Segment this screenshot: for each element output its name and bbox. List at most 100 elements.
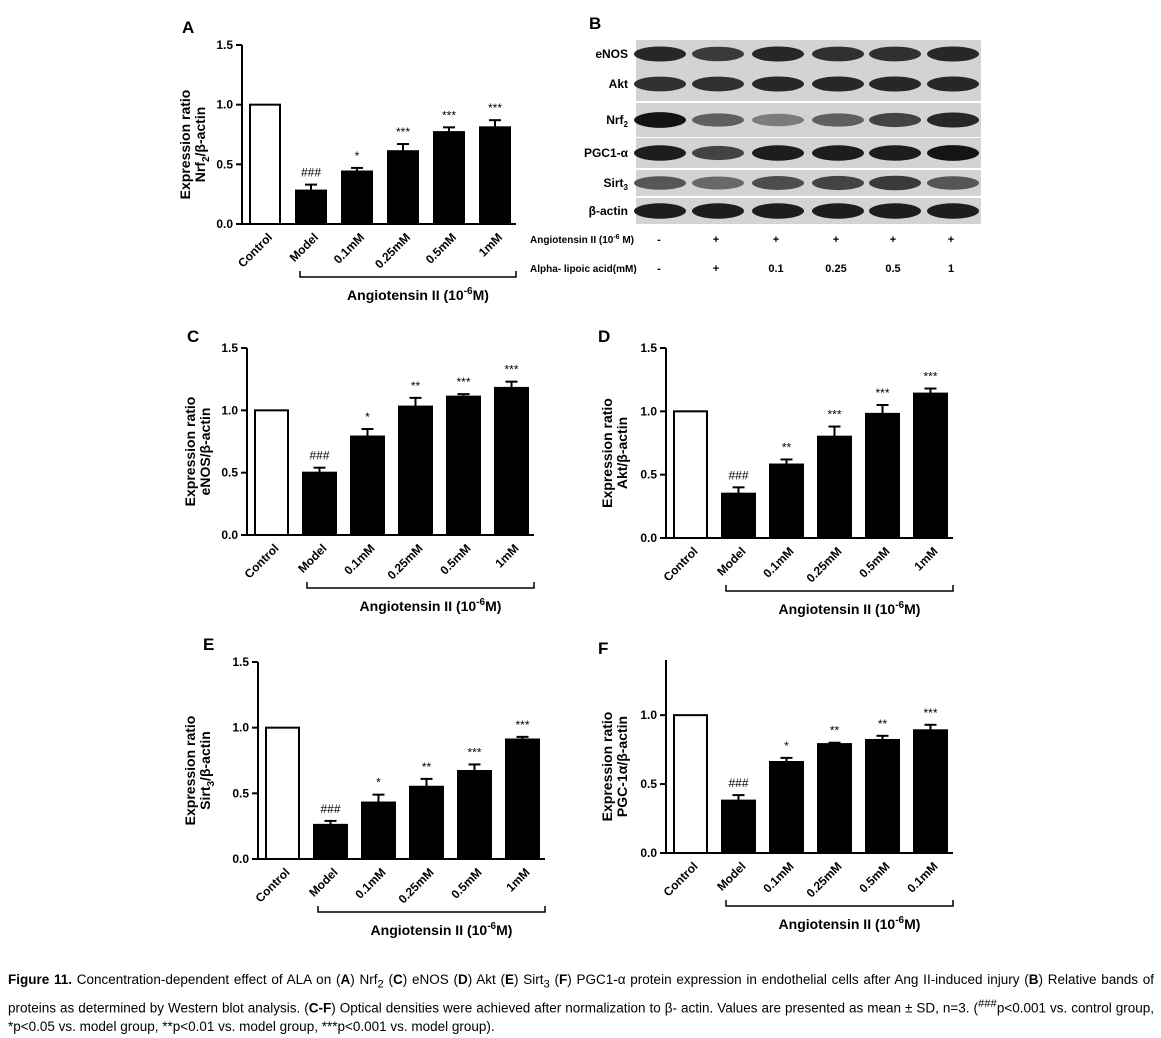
- y-axis-title-tail: /β-actin: [197, 731, 213, 781]
- significance-label: ###: [309, 449, 329, 463]
- treatment-value: 1: [948, 263, 954, 275]
- x-category-label: 0.1mM: [904, 859, 940, 895]
- group-bracket: [725, 900, 954, 907]
- x-category-label: 0.5mM: [856, 544, 892, 580]
- blot-band: [634, 76, 686, 92]
- significance-label: ***: [504, 363, 518, 377]
- x-category-label: 0.1mM: [331, 230, 367, 266]
- x-category-label: Control: [661, 859, 701, 899]
- bar: [457, 770, 492, 860]
- blot-band: [869, 112, 921, 128]
- treatment-value: 0.5: [885, 263, 900, 275]
- significance-label: ***: [488, 101, 502, 115]
- treatment-value: +: [948, 234, 954, 246]
- y-tick-label: 1.5: [216, 38, 233, 52]
- y-tick-label: 0.0: [221, 528, 238, 542]
- x-category-label: 0.1mM: [341, 541, 377, 577]
- bar: [433, 131, 465, 225]
- significance-label: **: [411, 379, 421, 393]
- blot-band: [869, 175, 921, 191]
- significance-label: **: [782, 440, 792, 454]
- x-category-label: 0.25mM: [804, 544, 845, 585]
- x-category-label: 0.25mM: [804, 859, 845, 900]
- y-axis-title-tail: /β-actin: [192, 107, 208, 157]
- significance-label: *: [784, 739, 789, 753]
- bar: [769, 761, 804, 854]
- blot-band: [927, 176, 979, 190]
- blot-band: [927, 112, 979, 128]
- treatment-value: 0.25: [825, 263, 846, 275]
- y-tick-label: 0.5: [216, 157, 233, 171]
- significance-label: *: [365, 410, 370, 424]
- blot-band: [927, 203, 979, 219]
- blot-band: [927, 76, 979, 92]
- bar: [254, 409, 289, 537]
- bar: [409, 785, 444, 860]
- y-tick-label: 1.0: [640, 404, 657, 418]
- panel-letter: C: [187, 327, 199, 346]
- caption-figure-number: Figure 11.: [8, 972, 73, 987]
- y-axis-title-line2: eNOS/β-actin: [197, 408, 213, 496]
- y-axis-title-subscript: 3: [206, 781, 217, 787]
- significance-label: ***: [442, 108, 456, 122]
- blot-band: [692, 145, 744, 161]
- y-tick-label: 1.0: [640, 708, 657, 722]
- y-axis-title-subscript: 2: [201, 156, 212, 162]
- blot-band: [752, 203, 804, 219]
- significance-label: ***: [923, 370, 937, 384]
- blot-row-label: Akt: [609, 77, 628, 91]
- x-category-label: 0.5mM: [423, 230, 459, 266]
- treatment-value: +: [833, 234, 839, 246]
- bar: [913, 729, 948, 854]
- bar: [265, 726, 300, 861]
- bar: [387, 150, 419, 225]
- group-label: Angiotensin II (10-6M): [371, 921, 513, 938]
- significance-label: ***: [515, 718, 529, 732]
- bar: [361, 801, 396, 861]
- bar: [398, 405, 433, 536]
- blot-band: [752, 113, 804, 127]
- bar: [494, 386, 529, 537]
- bar: [302, 471, 337, 536]
- blot-row-label: Nrf2: [606, 113, 628, 129]
- group-bracket: [299, 271, 517, 278]
- blot-band: [752, 145, 804, 161]
- y-tick-label: 1.5: [640, 341, 657, 355]
- y-axis-title-line2: Akt/β-actin: [614, 417, 630, 489]
- x-category-label: Control: [242, 541, 282, 581]
- blot-band: [634, 112, 686, 128]
- y-axis-title: Expression ratioPGC-1α/β-actin: [599, 712, 630, 822]
- significance-label: ###: [301, 166, 321, 180]
- bar: [769, 463, 804, 539]
- panel-letter: F: [598, 639, 608, 658]
- significance-label: ***: [827, 408, 841, 422]
- blot-band: [634, 203, 686, 219]
- bar: [817, 743, 852, 854]
- blot-band: [752, 176, 804, 190]
- x-category-label: 1mM: [911, 544, 940, 573]
- treatment-value: +: [713, 263, 719, 275]
- significance-label: ***: [875, 386, 889, 400]
- bar: [350, 435, 385, 536]
- panel-letter: D: [598, 327, 610, 346]
- blot-band: [692, 176, 744, 190]
- x-category-label: 0.5mM: [437, 541, 473, 577]
- significance-label: **: [830, 724, 840, 738]
- chart-panel-a: A 0.0 0.5 1.0 1.5 Expression ratioNrf2/β-acti…: [177, 18, 517, 303]
- chart-panel-d: D 0.0 0.5 1.0 1.5 Expression ratioAkt/β-actin…: [598, 327, 954, 617]
- blot-band: [927, 145, 979, 161]
- y-axis-title-line2: PGC-1α/β-actin: [614, 716, 630, 817]
- bar: [313, 823, 348, 860]
- blot-band: [812, 76, 864, 92]
- bar: [721, 492, 756, 539]
- chart-panel-f: F 0.0 0.5 1.0 Expression ratioPGC-1α/β-actin…: [598, 639, 954, 932]
- significance-label: *: [376, 776, 381, 790]
- blot-band: [869, 145, 921, 161]
- x-category-label: 0.1mM: [760, 859, 796, 895]
- treatment-value: -: [657, 234, 661, 246]
- y-tick-label: 0.0: [640, 846, 657, 860]
- y-axis-title: Expression ratioAkt/β-actin: [599, 398, 630, 508]
- blot-row-label: β-actin: [589, 204, 628, 218]
- treatment-label: Alpha- lipoic acid(mM): [530, 264, 637, 275]
- blot-row-label: eNOS: [595, 47, 628, 61]
